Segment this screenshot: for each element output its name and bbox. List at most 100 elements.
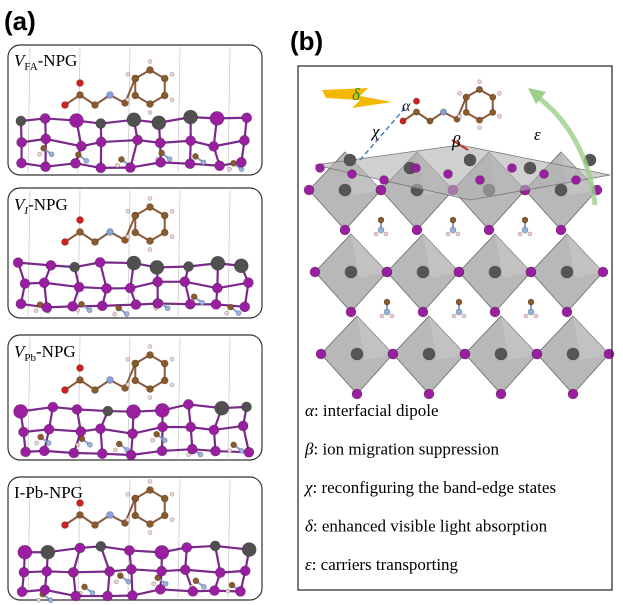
atom [79, 301, 85, 307]
atom [113, 312, 117, 316]
atom [344, 154, 356, 166]
atom [497, 114, 501, 118]
atom [236, 157, 246, 167]
atom [151, 438, 155, 442]
atom [316, 349, 326, 359]
structure-suffix: -NPG [38, 51, 78, 70]
atom [180, 565, 190, 575]
atom [72, 404, 82, 414]
cell-edge [178, 337, 180, 458]
atom [69, 114, 83, 128]
atom [48, 402, 58, 412]
atom [62, 239, 69, 246]
atom [126, 564, 136, 574]
atom [464, 154, 476, 166]
atom [97, 301, 107, 311]
panel-label: (b) [290, 26, 323, 56]
atom [170, 98, 174, 102]
cell-edge [228, 479, 230, 598]
atom [116, 441, 122, 447]
atom [132, 212, 139, 219]
atom [374, 232, 378, 236]
atom [476, 117, 482, 123]
atom [41, 145, 47, 151]
atom [41, 545, 55, 559]
atom [495, 348, 507, 360]
atom [157, 566, 167, 576]
atom [225, 311, 229, 315]
atom [124, 545, 134, 555]
atom [76, 141, 86, 151]
atom [126, 492, 130, 496]
atom [228, 167, 232, 171]
atom [126, 405, 140, 419]
atom [126, 518, 130, 522]
atom [70, 262, 80, 272]
atom [183, 399, 193, 409]
atom [38, 152, 42, 156]
cell-edge [128, 337, 130, 458]
atom [508, 164, 517, 173]
atom [184, 261, 194, 271]
cell-edge [228, 337, 230, 458]
atom [388, 349, 398, 359]
legend-text: : ion migration suppression [313, 440, 499, 459]
atom [97, 449, 107, 459]
atom [598, 267, 608, 277]
atom [534, 314, 538, 318]
atom [210, 446, 220, 456]
atom [161, 512, 168, 519]
atom [71, 158, 81, 168]
atom [456, 232, 460, 236]
atom [132, 360, 139, 367]
atom [155, 545, 169, 559]
atom [35, 441, 39, 445]
structure-sub: Pb [24, 352, 36, 364]
atom [20, 279, 30, 289]
atom [427, 118, 433, 124]
atom [77, 92, 84, 99]
atom [148, 111, 152, 115]
legend-entry: α: interfacial dipole [305, 401, 439, 420]
atom [76, 427, 86, 437]
atom [126, 209, 130, 213]
cell-edge [178, 479, 180, 598]
atom [345, 266, 357, 278]
atom [21, 447, 31, 457]
figure-canvas: (a) (b) VFA-NPG VI-NPG VPb-NPG I-Pb-NPG … [0, 0, 623, 605]
atom [180, 277, 190, 287]
atom [132, 495, 139, 502]
atom [77, 365, 84, 372]
atom [186, 136, 196, 146]
atom [107, 229, 114, 236]
atom [116, 305, 122, 311]
atom [390, 314, 394, 318]
atom [127, 256, 141, 270]
atom [96, 424, 106, 434]
atom [572, 176, 581, 185]
atom [82, 584, 88, 590]
legend-text: : enhanced visible light absorption [313, 517, 548, 536]
atom [147, 238, 154, 245]
atom [456, 309, 462, 315]
atom [462, 314, 466, 318]
legend-text: : carriers transporting [312, 555, 459, 574]
atom [528, 299, 534, 305]
atom [46, 260, 56, 270]
atom [162, 438, 167, 443]
atom [555, 184, 567, 196]
atom [526, 267, 536, 277]
atom [424, 389, 434, 399]
atom [170, 518, 174, 522]
structure-label: VI-NPG [14, 195, 68, 217]
cell-edge [128, 190, 130, 316]
atom [211, 299, 221, 309]
atom [209, 586, 219, 596]
atom [490, 307, 500, 317]
atom [412, 225, 422, 235]
atom [128, 429, 138, 439]
atom [231, 442, 237, 448]
atom [170, 357, 174, 361]
atom [148, 248, 152, 252]
atom [556, 225, 566, 235]
